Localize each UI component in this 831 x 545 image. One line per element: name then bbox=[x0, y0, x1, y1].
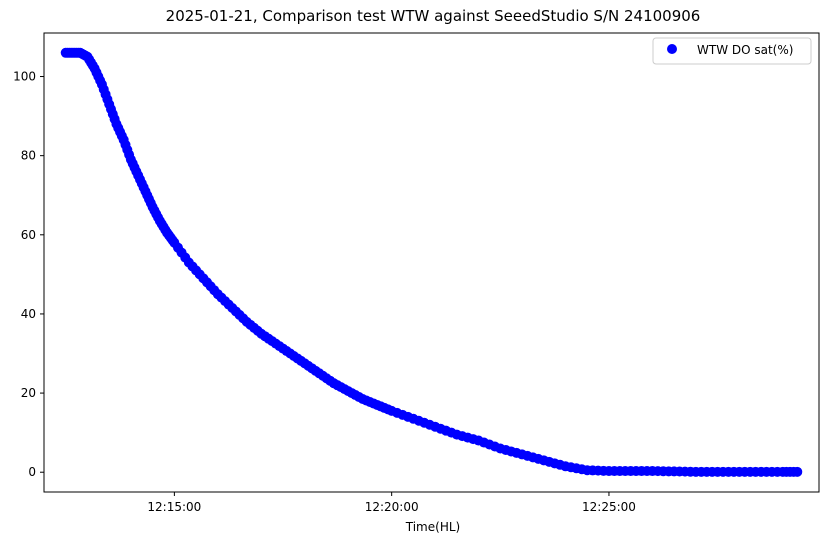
plot-frame bbox=[43, 32, 820, 493]
legend-frame bbox=[652, 37, 812, 65]
y-tick-label: 0 bbox=[28, 465, 36, 479]
x-axis-label: Time(HL) bbox=[405, 520, 460, 534]
chart-title: 2025-01-21, Comparison test WTW against … bbox=[166, 7, 701, 25]
y-tick-label: 80 bbox=[21, 149, 36, 163]
points-layer bbox=[60, 47, 803, 477]
data-point bbox=[792, 466, 803, 477]
x-tick-label: 12:25:00 bbox=[582, 500, 636, 514]
y-tick-label: 60 bbox=[21, 228, 36, 242]
y-tick-label: 100 bbox=[13, 70, 36, 84]
y-tick-label: 20 bbox=[21, 386, 36, 400]
x-axis: 12:15:00 12:20:00 12:25:00 bbox=[147, 492, 636, 514]
legend-entry-wtw-do-sat: WTW DO sat(%) bbox=[697, 43, 793, 57]
y-tick-label: 40 bbox=[21, 307, 36, 321]
legend: WTW DO sat(%) bbox=[652, 37, 812, 65]
x-tick-label: 12:20:00 bbox=[365, 500, 419, 514]
x-tick-label: 12:15:00 bbox=[147, 500, 201, 514]
y-axis: 0 20 40 60 80 100 bbox=[13, 70, 44, 479]
legend-marker bbox=[667, 44, 677, 54]
